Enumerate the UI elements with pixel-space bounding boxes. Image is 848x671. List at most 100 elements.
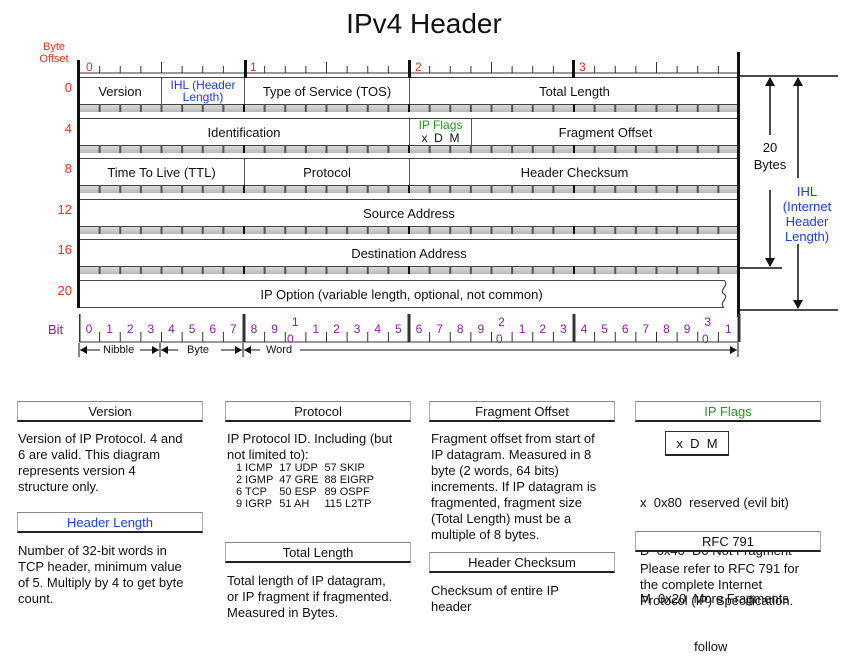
separator-tick [325,104,328,112]
legend-protocol-line: not limited to): [227,447,309,462]
legend-fragment-offset-line: byte (2 words, 64 bits) [431,463,559,478]
legend-rfc-line: Protocol (IP) Specification. [640,593,794,608]
separator-tick [573,185,575,193]
separator-tick [263,145,266,153]
separator-tick [243,145,245,153]
separator-tick [98,185,101,193]
legend-ip-flags-title: IP Flags [635,401,821,422]
legend-header-length-line: of 5. Multiply by 4 to get byte [18,575,184,590]
protocol-table-row: 9 IGRP 51 AH 115 L2TP [236,498,380,510]
separator-tick [634,104,637,112]
separator-tick [614,185,617,193]
protocol-table-row: 1 ICMP 17 UDP 57 SKIP [236,462,380,474]
legend-fragment-offset-line: increments. If IP datagram is [431,479,597,494]
separator-tick [201,226,204,234]
field-header-checksum: Header Checksum [409,159,739,185]
ihl-line3: Header [785,214,829,229]
field-protocol: Protocol [244,159,409,185]
separator-tick [181,104,184,112]
separator-tick [490,226,493,234]
separator-tick [304,226,307,234]
legend-fragment-offset-line: fragmented, fragment size [431,495,583,510]
protocol-table-cell: 50 ESP [279,486,317,498]
right-brackets [740,75,838,311]
separator-tick [573,104,575,112]
separator-tick [98,145,101,153]
legend-fragment-offset-line: multiple of 8 bytes. [431,527,540,542]
protocol-table-cell: 89 OSPF [324,486,370,498]
legend-fragment-offset-line: (Total Length) must be a [431,511,572,526]
byte-offset-label-1: Byte [42,41,65,53]
separator-tick [552,226,555,234]
separator-tick [139,185,142,193]
separator-tick [325,145,328,153]
legend-rfc-line: Please refer to RFC 791 for [640,561,799,576]
separator-tick [469,104,472,112]
bit-number: 5 [188,322,196,336]
bit-number: 3 [560,322,567,336]
separator-tick [181,266,184,274]
legend-total-length-line: Total length of IP datagram, [227,573,386,588]
separator-tick [98,266,101,274]
field-fragment-offset: Fragment Offset [471,119,739,145]
bit-number: 2 [333,322,340,336]
separator-tick [139,266,142,274]
separator-tick [449,226,452,234]
field-ihl: IHL (Header Length) [161,78,244,104]
separator-tick [552,185,555,193]
bit-number: 5 [395,322,402,336]
separator-tick [98,104,101,112]
legend-version-line: structure only. [18,479,99,494]
separator-tick [243,266,245,274]
separator-tick [284,185,287,193]
separator-tick [119,226,122,234]
bit-number: 1 [725,322,732,336]
separator-tick [573,145,575,153]
separator-tick [717,266,720,274]
protocol-table-cell: 17 UDP [279,462,318,474]
bit-number: 6 [415,322,423,336]
scale-arrows [78,343,739,357]
separator-tick [428,266,431,274]
separator-tick [160,266,163,274]
row-offset-0: Version IHL (Header Length) Type of Serv… [79,77,739,105]
separator-tick [222,226,225,234]
separator-tick [160,104,163,112]
bit-number: 0 [85,322,93,336]
bit-number: 8 [250,322,258,336]
bit-number: 4 [374,322,382,336]
legend-header-length-line: Number of 32-bit words in [18,543,167,558]
separator-tick [634,266,637,274]
byte-divider-3 [572,60,575,78]
legend-fragment-offset-line: IP datagram. Measured in 8 [431,447,592,462]
legend-ip-flags-box: x D M [665,431,729,456]
separator-tick [325,266,328,274]
field-version: Version [98,83,142,99]
separator-tick [634,226,637,234]
separator-tick [201,185,204,193]
separator-tick [531,104,534,112]
field-ttl: Time To Live (TTL) [107,164,216,180]
protocol-table-cell: 57 SKIP [324,462,365,474]
scale-nibble: Nibble [101,344,137,356]
separator-tick [717,226,720,234]
legend-total-length-line: or IP fragment if fragmented. [227,589,393,604]
separator-tick [243,185,245,193]
separator-tick [676,145,679,153]
separator-tick [160,226,163,234]
bytes-label: Bytes [753,157,787,172]
legend-version-line: represents version 4 [18,463,136,478]
row-offset-20: IP Option (variable length, optional, no… [79,280,724,308]
separator-tick [717,185,720,193]
separator-tick [160,185,163,193]
legend-ip-flags-line: follow [640,639,728,654]
bit-number: 2 [498,315,505,329]
separator-tick [449,185,452,193]
separator-tick [304,145,307,153]
bit-number: 7 [642,322,650,336]
bit-number: 9 [477,322,485,336]
bit-20-ones: 0 [496,332,503,346]
legend-header-checksum-title: Header Checksum [429,552,615,573]
separator-tick [696,145,699,153]
separator-tick [428,226,431,234]
